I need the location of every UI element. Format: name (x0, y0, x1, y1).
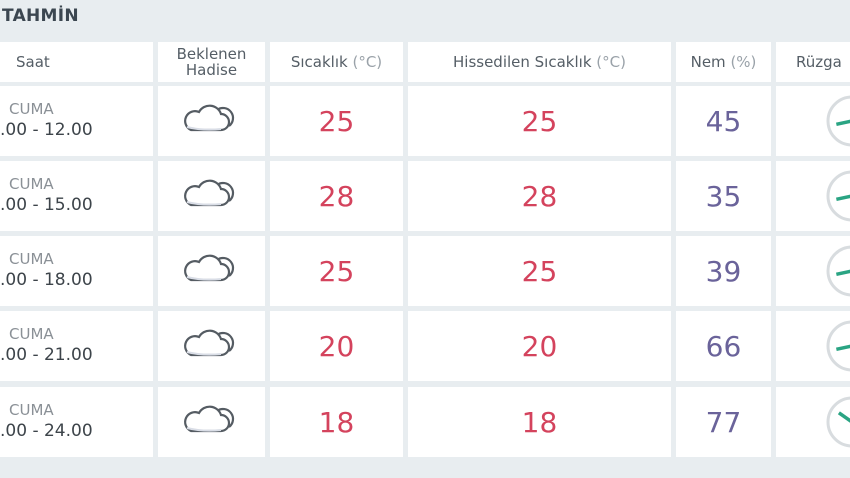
weather-cell (158, 387, 265, 457)
header-label: Hadise (185, 61, 238, 79)
wind-cell (776, 311, 850, 381)
day-label: CUMA (9, 175, 54, 193)
header-label: Nem (690, 53, 726, 71)
header-label: Beklenen (176, 45, 247, 63)
feels-like-value: 18 (408, 387, 671, 457)
wind-direction-icon (826, 396, 850, 448)
wind-direction-icon (826, 245, 850, 297)
temperature-value: 18 (270, 387, 403, 457)
weather-cell (158, 311, 265, 381)
header-unit: (°C) (352, 53, 383, 71)
time-cell: CUMA .00 - 18.00 (0, 236, 153, 306)
weather-cell (158, 86, 265, 156)
temperature-value: 28 (270, 161, 403, 231)
header-sicaklik: Sıcaklık (°C) (270, 42, 403, 82)
temperature-value: 25 (270, 236, 403, 306)
humidity-value: 66 (676, 311, 771, 381)
wind-cell (776, 236, 850, 306)
header-saat: Saat (0, 42, 153, 82)
header-hissedilen: Hissedilen Sıcaklık (°C) (408, 42, 671, 82)
header-label: Saat (16, 53, 50, 71)
time-range: .00 - 21.00 (0, 345, 93, 365)
weather-cell (158, 236, 265, 306)
day-label: CUMA (9, 325, 54, 343)
feels-like-value: 25 (408, 236, 671, 306)
time-range: .00 - 18.00 (0, 270, 93, 290)
cloud-icon (181, 325, 243, 363)
time-cell: CUMA .00 - 15.00 (0, 161, 153, 231)
time-range: .00 - 12.00 (0, 120, 93, 140)
humidity-value: 39 (676, 236, 771, 306)
header-hadise: Beklenen Hadise (158, 42, 265, 82)
header-label: Sıcaklık (290, 53, 348, 71)
time-cell: CUMA .00 - 12.00 (0, 86, 153, 156)
header-nem: Nem (%) (676, 42, 771, 82)
header-label: Hissedilen Sıcaklık (453, 53, 592, 71)
cloud-icon (181, 401, 243, 439)
feels-like-value: 20 (408, 311, 671, 381)
wind-direction-icon (826, 95, 850, 147)
time-range: .00 - 24.00 (0, 421, 93, 441)
feels-like-value: 28 (408, 161, 671, 231)
wind-direction-icon (826, 320, 850, 372)
weather-cell (158, 161, 265, 231)
temperature-value: 25 (270, 86, 403, 156)
day-label: CUMA (9, 250, 54, 268)
header-label: Rüzga (796, 53, 842, 71)
feels-like-value: 25 (408, 86, 671, 156)
humidity-value: 35 (676, 161, 771, 231)
time-cell: CUMA .00 - 21.00 (0, 311, 153, 381)
header-unit: (%) (730, 53, 757, 71)
cloud-icon (181, 100, 243, 138)
temperature-value: 20 (270, 311, 403, 381)
wind-cell (776, 387, 850, 457)
cloud-icon (181, 175, 243, 213)
wind-cell (776, 86, 850, 156)
day-label: CUMA (9, 100, 54, 118)
time-cell: CUMA .00 - 24.00 (0, 387, 153, 457)
section-title: TAHMİN (2, 6, 79, 26)
header-ruzgar: Rüzga (776, 42, 850, 82)
humidity-value: 77 (676, 387, 771, 457)
humidity-value: 45 (676, 86, 771, 156)
wind-cell (776, 161, 850, 231)
cloud-icon (181, 250, 243, 288)
header-unit: (°C) (596, 53, 626, 71)
time-range: .00 - 15.00 (0, 195, 93, 215)
day-label: CUMA (9, 401, 54, 419)
wind-direction-icon (826, 170, 850, 222)
